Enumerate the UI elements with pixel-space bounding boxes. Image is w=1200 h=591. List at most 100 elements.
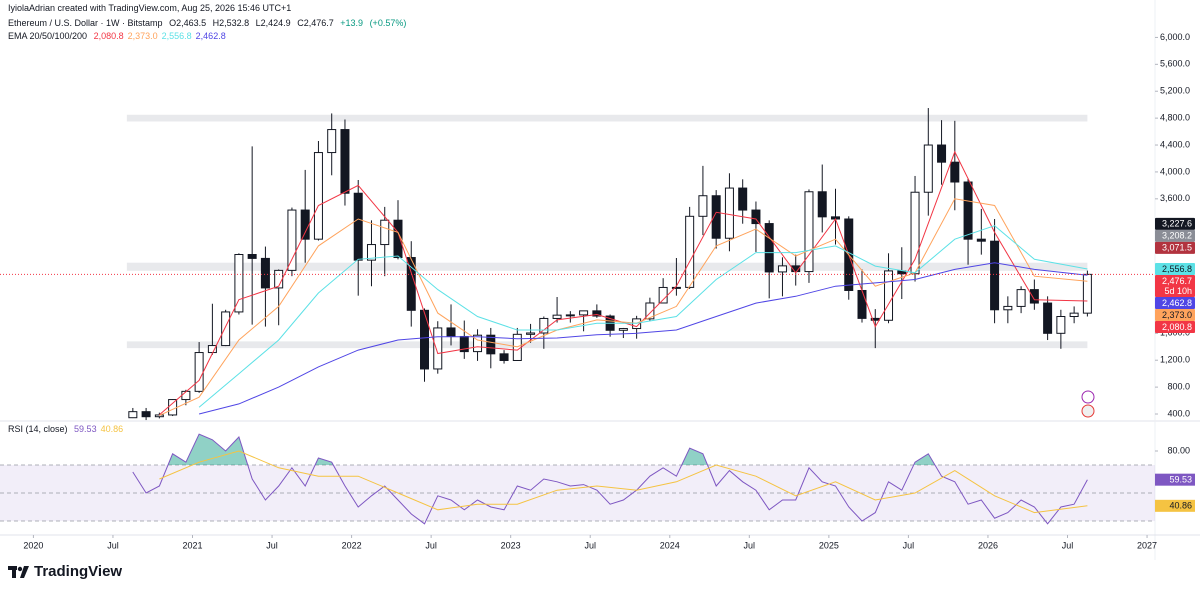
candle-body xyxy=(221,311,231,347)
candle-body xyxy=(380,219,390,246)
candle-body xyxy=(857,289,867,319)
credit: IyiolaAdrian created with TradingView.co… xyxy=(8,3,292,13)
y-tick-label: 800.0 xyxy=(1167,381,1190,391)
x-tick-label: Jul xyxy=(1062,540,1074,550)
candle-body xyxy=(645,302,655,320)
candle-body xyxy=(526,332,536,335)
candle-body xyxy=(366,244,376,261)
rsi-line xyxy=(159,450,1088,514)
x-tick-label: 2026 xyxy=(978,540,998,550)
candle-body xyxy=(950,161,960,183)
candle-body xyxy=(592,310,602,317)
y-tick-label: 4,000.0 xyxy=(1160,166,1190,176)
candle-body xyxy=(287,209,297,271)
candle-body xyxy=(764,223,774,273)
ema-line xyxy=(159,150,1088,416)
candle-body xyxy=(141,411,151,418)
x-tick-label: 2023 xyxy=(501,540,521,550)
x-tick-label: Jul xyxy=(903,540,915,550)
candle-body xyxy=(751,209,761,225)
candle-body xyxy=(499,353,509,361)
candle-body xyxy=(618,328,628,331)
ema-legend: EMA 20/50/100/200 2,080.8 2,373.0 2,556.8 2… xyxy=(8,31,230,41)
x-tick-label: 2020 xyxy=(23,540,43,550)
price-tag-label: 3,071.5 xyxy=(1162,243,1192,253)
brand-logo xyxy=(8,565,29,578)
indicator-title: EMA 20/50/100/200 xyxy=(8,31,88,41)
ema-value: 2,080.8 xyxy=(93,31,124,41)
candle-body xyxy=(671,286,681,289)
price-tag xyxy=(1155,320,1195,333)
candle-body xyxy=(579,310,589,316)
candle-body xyxy=(207,345,217,354)
x-tick-label: Jul xyxy=(425,540,437,550)
candle-body xyxy=(539,317,549,334)
ema-line xyxy=(198,225,1088,408)
change-percent: (+0.57%) xyxy=(369,18,407,28)
price-tag xyxy=(1155,229,1195,242)
x-tick-label: Jul xyxy=(744,540,756,550)
candle-body xyxy=(963,181,973,240)
rsi-legend: RSI (14, close) 59.53 40.86 xyxy=(8,424,127,434)
candle-body xyxy=(804,191,814,273)
candle-body xyxy=(724,187,734,239)
candle-body xyxy=(791,265,801,273)
x-tick-label: Jul xyxy=(107,540,119,550)
candle-body xyxy=(777,265,787,273)
price-tag xyxy=(1155,262,1195,275)
y-tick-label: 4,400.0 xyxy=(1160,139,1190,149)
candle-body xyxy=(168,399,178,416)
rsi-line xyxy=(132,433,1088,525)
candle-body xyxy=(1082,273,1092,314)
ema-value: 2,462.8 xyxy=(195,31,226,41)
price-tag-label: 2,373.0 xyxy=(1162,310,1192,320)
candle-body xyxy=(990,240,1000,311)
y-tick-label: 6,000.0 xyxy=(1160,32,1190,42)
indicator-title: RSI (14, close) xyxy=(8,424,68,434)
ema-line xyxy=(159,198,1088,416)
price-tag-label: 3,208.2 xyxy=(1162,231,1192,241)
symbol-legend: Ethereum / U.S. Dollar · 1W · Bitstamp O… xyxy=(8,18,410,28)
candle-body xyxy=(552,314,562,319)
zone xyxy=(126,114,1088,122)
price-tag xyxy=(1155,241,1195,254)
candle-body xyxy=(446,327,456,337)
candle-body xyxy=(260,257,270,289)
brand: TradingView xyxy=(8,563,122,580)
candle-body xyxy=(565,314,575,317)
y-tick-label: 400.0 xyxy=(1167,408,1190,418)
price-tag-label: 3,227.6 xyxy=(1162,219,1192,229)
candle-body xyxy=(738,187,748,211)
candle-body xyxy=(486,334,496,355)
ema-line xyxy=(198,262,1088,415)
rsi-tag xyxy=(1155,473,1195,486)
change-value: +13.9 xyxy=(340,18,364,28)
candle-body xyxy=(300,209,310,240)
candle-body xyxy=(884,270,894,321)
rsi-tag-label: 40.86 xyxy=(1169,501,1192,511)
rsi-value: 40.86 xyxy=(100,424,124,434)
symbol-title: Ethereum / U.S. Dollar · 1W · Bitstamp xyxy=(8,18,163,28)
candle-body xyxy=(1056,316,1066,334)
candle-body xyxy=(234,254,244,313)
price-tag-label: 2,462.8 xyxy=(1162,298,1192,308)
x-tick-label: Jul xyxy=(584,540,596,550)
overbought-fill xyxy=(168,434,935,466)
price-tag-label: 2,080.8 xyxy=(1162,322,1192,332)
y-tick-label: 1,200.0 xyxy=(1160,355,1190,365)
x-tick-label: 2024 xyxy=(660,540,680,550)
y-tick-label: 5,200.0 xyxy=(1160,86,1190,96)
candle-body xyxy=(976,238,986,242)
price-tag xyxy=(1155,296,1195,309)
event-icon xyxy=(1081,390,1095,404)
rsi-tag xyxy=(1155,499,1195,512)
candle-body xyxy=(658,286,668,304)
brand-name: TradingView xyxy=(34,563,123,580)
candle-body xyxy=(923,144,933,193)
zone xyxy=(126,341,1088,349)
price-tag-label: 2,556.8 xyxy=(1162,264,1192,274)
candle-body xyxy=(313,152,323,240)
countdown-label: 5d 10h xyxy=(1164,286,1192,296)
